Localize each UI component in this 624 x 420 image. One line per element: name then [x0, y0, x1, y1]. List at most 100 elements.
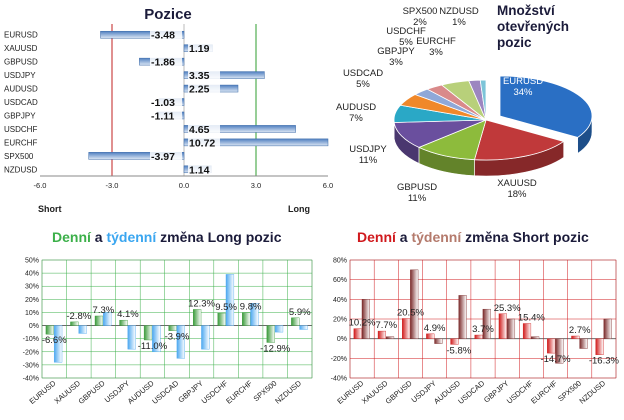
pie-slice-percent: 34%: [513, 87, 533, 98]
y-tick-label: -10%: [23, 336, 39, 343]
y-tick-label: 30%: [25, 284, 39, 291]
weekly-change-bar: [225, 274, 235, 326]
pie-slice-label: NZDUSD: [439, 6, 479, 17]
y-tick-label: 60%: [333, 277, 347, 284]
y-tick-label: 0%: [337, 336, 347, 343]
position-value-label: -3.48: [151, 30, 175, 42]
pie-slice-label: GBPJPY: [377, 46, 415, 57]
change-value-label: 20.5%: [397, 308, 424, 319]
position-value-label: -1.11: [151, 110, 175, 122]
daily-change-bar: [217, 312, 226, 326]
pie-slice-percent: 11%: [359, 155, 378, 166]
daily-change-bar: [192, 309, 202, 326]
position-value-label: -1.03: [151, 97, 175, 109]
change-value-label: -6.6%: [42, 335, 67, 346]
long-change-chart: -40% -30% -20% -10% 0% 10% 20% 30% 40% 50% -6.6% EU…: [23, 258, 313, 406]
daily-change-bar: [474, 334, 483, 339]
daily-change-bar: [377, 330, 386, 339]
daily-change-bar: [266, 325, 275, 343]
change-value-label: 7.7%: [375, 320, 397, 331]
pie-slice-label: EURCHF: [416, 36, 456, 47]
position-value-label: 4.65: [189, 124, 210, 136]
long-change-chart-panel: Denní a týdenní změna Long pozic -40% -30…: [0, 222, 320, 420]
pie-slice-label: USDCHF: [386, 26, 426, 37]
positions-chart-title: Pozice: [144, 6, 192, 23]
position-value-label: 3.35: [189, 70, 210, 82]
pie-slice: [479, 79, 487, 121]
daily-change-bar: [168, 325, 177, 331]
change-value-label: 5.9%: [289, 307, 311, 318]
weekly-change-bar: [603, 318, 612, 339]
y-tick-label: 50%: [25, 258, 39, 265]
pie-slice: [499, 75, 593, 138]
change-value-label: 15.4%: [518, 313, 545, 324]
y-tick-label: 10%: [25, 310, 39, 317]
category-label: EURCHF: [224, 378, 254, 405]
weekly-change-bar: [361, 299, 370, 339]
pie-slice-label: GBPUSD: [397, 182, 437, 193]
value-label-bg: [188, 82, 220, 95]
y-tick-label: 80%: [333, 258, 347, 265]
daily-change-bar: [94, 315, 104, 326]
change-value-label: -5.8%: [446, 345, 471, 356]
pie-slice-label: USDJPY: [349, 144, 387, 155]
pie-slice-label: USDCAD: [343, 68, 383, 79]
weekly-change-bar: [434, 338, 443, 344]
daily-change-bar: [547, 338, 556, 354]
change-value-label: 9.5%: [215, 302, 237, 313]
position-bar: [100, 30, 185, 39]
short-change-chart: -40%-20%0%20%40%60%80%10.2%EURUSD7.7%XAU…: [331, 258, 620, 406]
short-axis-label: Short: [38, 204, 62, 214]
pie-slice-percent: 7%: [349, 113, 363, 124]
weekly-change-bar: [385, 336, 395, 339]
pie-slice-percent: 2%: [413, 17, 427, 28]
weekly-change-bar: [78, 325, 87, 334]
pie-slice-percent: 5%: [356, 79, 370, 90]
y-tick-label: 40%: [333, 297, 347, 304]
daily-change-bar: [119, 319, 128, 326]
long-title-daily: Denní: [52, 229, 91, 245]
open-positions-pie-panel: Množství otevřených pozic EURUSD 34% XAUUSD 18…: [336, 0, 624, 224]
pie-title-line3: pozic: [497, 35, 532, 50]
pie-slice-label: AUDUSD: [336, 102, 376, 113]
value-label-bg: [150, 55, 182, 68]
weekly-change-bar: [53, 325, 63, 363]
value-label-bg: [188, 122, 220, 135]
weekly-change-bar: [176, 325, 185, 359]
daily-change-bar: [70, 321, 79, 326]
weekly-change-bar: [103, 312, 112, 326]
position-value-label: 2.25: [189, 84, 210, 96]
daily-change-bar: [522, 323, 532, 339]
pie-slice-percent: 11%: [408, 193, 427, 204]
position-bar: [183, 125, 296, 133]
pie-slice-percent: 1%: [452, 17, 466, 28]
category-label: USDCAD: [150, 378, 180, 406]
short-title-daily: Denní: [357, 229, 396, 245]
x-tick-label: 3.0: [251, 181, 261, 190]
change-value-label: -16.3%: [589, 356, 620, 367]
positions-chart-panel: Pozice EURUSD -3.48 XAUUSD 1.19 GBPUSD -1.86 US…: [0, 0, 336, 224]
category-label: GBPUSD: [384, 378, 414, 406]
value-label-bg: [150, 28, 182, 41]
weekly-change-bar: [201, 325, 210, 350]
daily-change-bar: [571, 335, 580, 339]
daily-change-bar: [450, 338, 459, 345]
daily-change-bar: [426, 333, 435, 339]
pie-slice-percent: 3%: [429, 47, 443, 58]
category-label: GBPUSD: [77, 378, 107, 406]
short-title-rest: změna Short pozic: [461, 229, 589, 245]
weekly-change-bar: [274, 325, 284, 333]
change-value-label: -12.9%: [260, 343, 291, 354]
daily-change-bar: [498, 313, 507, 339]
y-tick-label: -20%: [23, 349, 39, 356]
change-value-label: 12.3%: [188, 298, 215, 309]
change-value-label: -14.7%: [540, 354, 571, 365]
weekly-change-bar: [506, 318, 516, 339]
weekly-change-bar: [152, 325, 161, 352]
weekly-change-bar: [410, 269, 419, 339]
position-value-label: -1.86: [151, 57, 175, 69]
daily-change-bar: [402, 318, 411, 339]
change-value-label: -11.0%: [138, 341, 168, 352]
change-value-label: 10.2%: [349, 318, 376, 329]
